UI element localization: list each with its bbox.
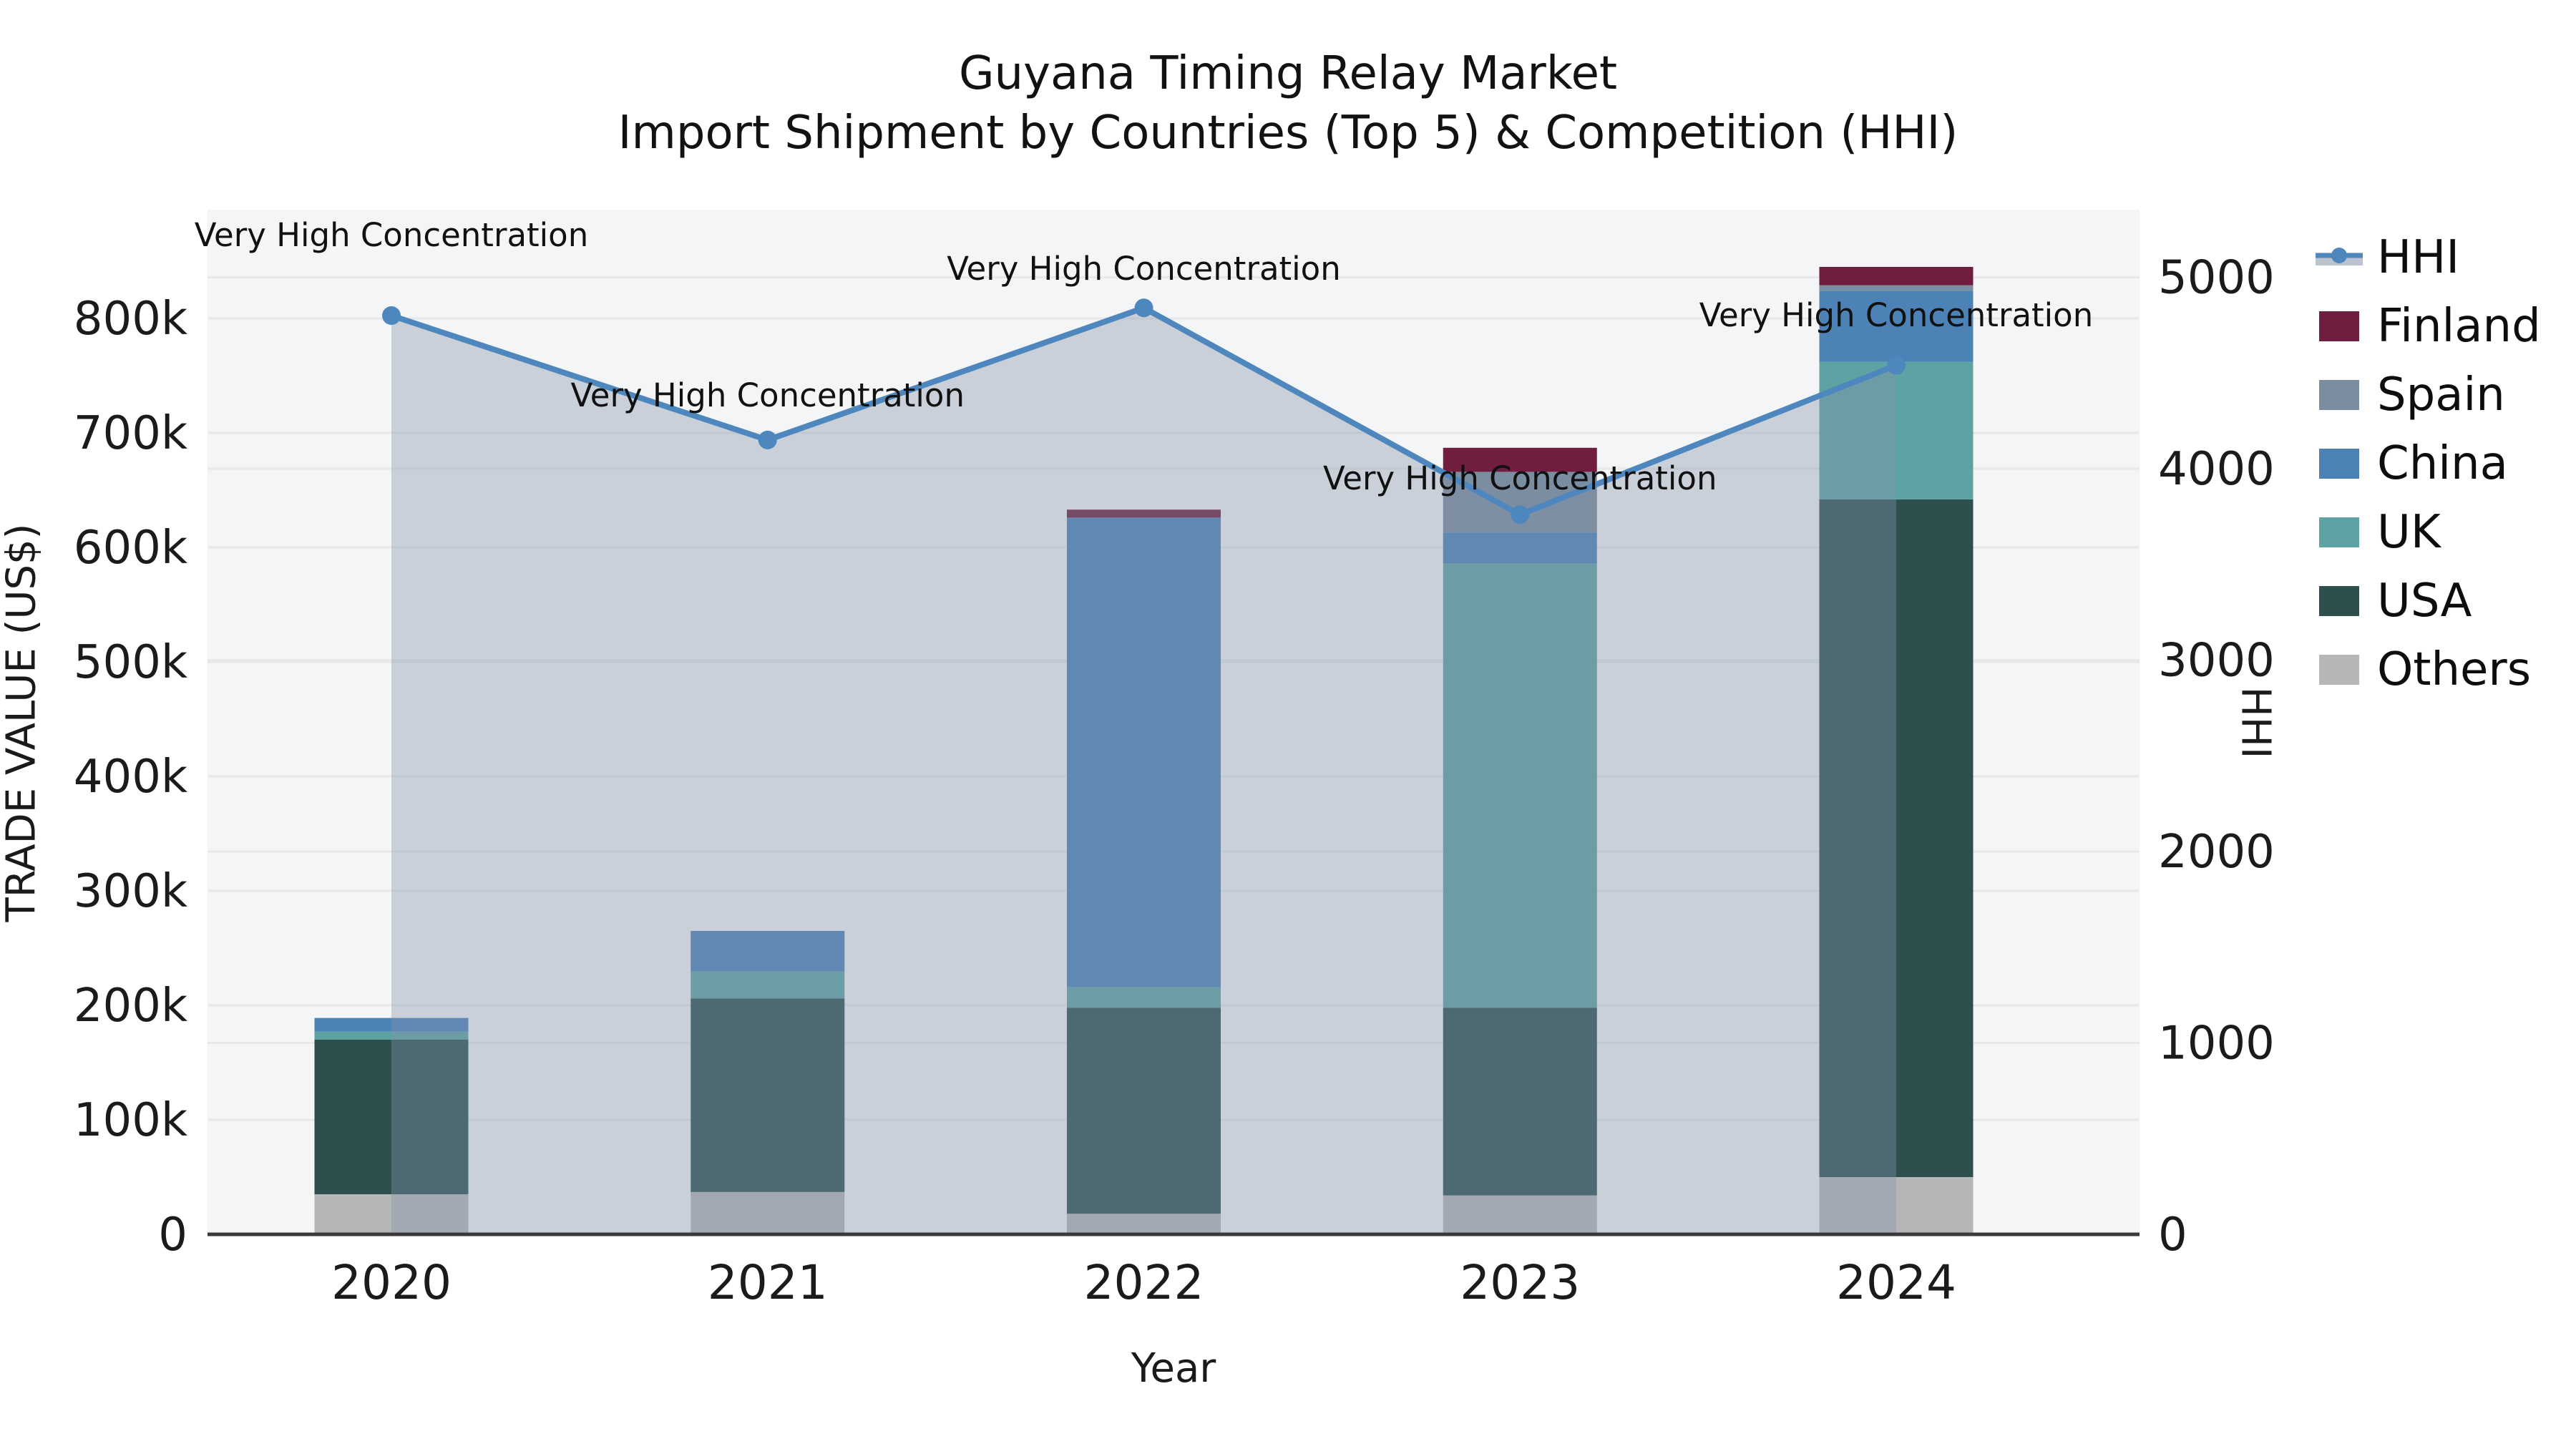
legend-item-spain: Spain [2316, 361, 2541, 429]
annotation-2020: Very High Concentration [195, 216, 588, 254]
bar-segment-others-2022 [1067, 1214, 1221, 1234]
bar-segment-china-2024 [1819, 291, 1974, 362]
legend-item-hhi: HHI [2316, 223, 2541, 292]
series-color-swatch-icon [2316, 516, 2363, 549]
bar-segment-usa-2021 [691, 998, 845, 1192]
y-right-tick-2000: 2000 [2158, 826, 2275, 879]
legend-label: Others [2377, 643, 2532, 696]
series-color-swatch-icon [2316, 447, 2363, 480]
legend-item-china: China [2316, 429, 2541, 498]
bar-segment-finland-2024 [1819, 267, 1974, 286]
bar-segment-china-2021 [691, 931, 845, 971]
y-right-tick-4000: 4000 [2158, 443, 2275, 496]
series-color-swatch-icon [2316, 585, 2363, 618]
y-left-tick-200k: 200k [74, 980, 187, 1033]
hhi-marker-2023 [1511, 505, 1530, 525]
hhi-marker-2021 [758, 430, 777, 449]
y-left-tick-100k: 100k [74, 1094, 187, 1147]
legend-label: USA [2377, 575, 2472, 628]
bar-segment-usa-2022 [1067, 1008, 1221, 1214]
bar-segment-china-2023 [1443, 532, 1597, 564]
legend: HHI Finland Spain China UK USA Others [2316, 223, 2541, 704]
bar-segment-usa-2024 [1819, 499, 1974, 1177]
bar-segment-usa-2020 [314, 1040, 469, 1194]
bar-segment-others-2024 [1819, 1177, 1974, 1234]
legend-item-finland: Finland [2316, 292, 2541, 361]
y-right-tick-0: 0 [2158, 1209, 2187, 1262]
bar-segment-finland-2023 [1443, 447, 1597, 472]
chart-title-line2: Import Shipment by Countries (Top 5) & C… [618, 107, 1958, 160]
hhi-marker-2022 [1134, 298, 1153, 318]
y-left-tick-800k: 800k [74, 293, 187, 346]
y-left-tick-600k: 600k [74, 522, 187, 575]
bar-segment-china-2022 [1067, 517, 1221, 987]
bar-segment-uk-2020 [314, 1031, 469, 1040]
legend-item-others: Others [2316, 635, 2541, 704]
series-color-swatch-icon [2316, 653, 2363, 686]
y-right-tick-1000: 1000 [2158, 1018, 2275, 1070]
x-tick-2024: 2024 [1836, 1255, 1956, 1310]
bar-segment-others-2020 [314, 1194, 469, 1234]
hhi-line-swatch-icon [2316, 241, 2363, 274]
bar-segment-uk-2022 [1067, 987, 1221, 1008]
y-right-tick-5000: 5000 [2158, 252, 2275, 305]
bar-segment-others-2023 [1443, 1195, 1597, 1234]
legend-item-usa: USA [2316, 567, 2541, 635]
hhi-marker-2020 [382, 306, 401, 325]
legend-label: China [2377, 437, 2508, 490]
bar-segment-china-2020 [314, 1018, 469, 1032]
y-axis-label-left: TRADE VALUE (US$) [0, 523, 45, 922]
chart-title: Guyana Timing Relay Market Import Shipme… [0, 44, 2576, 163]
y-left-tick-300k: 300k [74, 865, 187, 918]
annotation-2022: Very High Concentration [947, 250, 1340, 288]
hhi-area-fill [391, 308, 1896, 1234]
bar-segment-finland-2022 [1067, 509, 1221, 518]
x-tick-2020: 2020 [331, 1255, 452, 1310]
legend-label: UK [2377, 506, 2441, 559]
y-axis-label-right: HHI [2232, 686, 2279, 759]
x-tick-2022: 2022 [1084, 1255, 1204, 1310]
y-right-tick-3000: 3000 [2158, 635, 2275, 688]
chart-title-line1: Guyana Timing Relay Market [958, 47, 1618, 100]
legend-label: Spain [2377, 369, 2505, 421]
legend-label: Finland [2377, 300, 2541, 353]
legend-item-uk: UK [2316, 498, 2541, 567]
bar-segment-uk-2021 [691, 971, 845, 999]
bar-segment-uk-2023 [1443, 563, 1597, 1008]
x-tick-2021: 2021 [708, 1255, 828, 1310]
bar-segment-others-2021 [691, 1191, 845, 1234]
annotation-2024: Very High Concentration [1699, 296, 2093, 334]
series-color-swatch-icon [2316, 379, 2363, 411]
x-tick-2023: 2023 [1460, 1255, 1580, 1310]
series-color-swatch-icon [2316, 310, 2363, 343]
annotation-2023: Very High Concentration [1323, 459, 1717, 497]
x-axis-label: Year [1131, 1345, 1216, 1392]
bar-segment-usa-2023 [1443, 1008, 1597, 1196]
bar-segment-spain-2024 [1819, 285, 1974, 291]
hhi-marker-2024 [1887, 356, 1906, 375]
y-left-tick-500k: 500k [74, 636, 187, 689]
y-left-tick-0: 0 [158, 1209, 187, 1262]
annotation-2021: Very High Concentration [571, 376, 965, 414]
y-left-tick-400k: 400k [74, 751, 187, 804]
y-left-tick-700k: 700k [74, 407, 187, 460]
legend-label: HHI [2377, 231, 2460, 284]
